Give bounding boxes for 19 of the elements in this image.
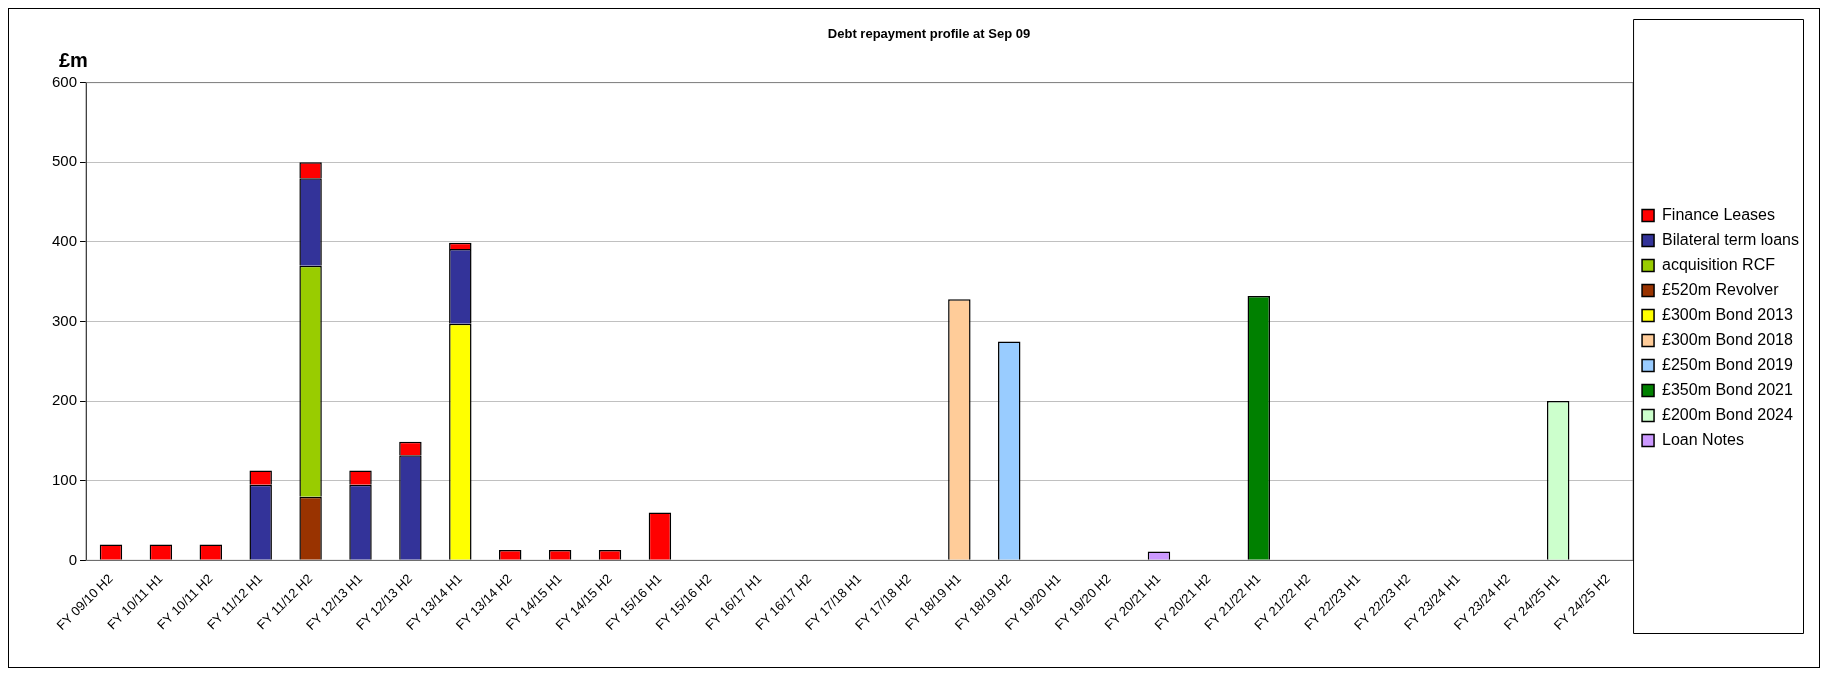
y-tick-label: 100 <box>52 470 78 488</box>
y-tick-label: 500 <box>52 152 78 170</box>
legend-label: Bilateral term loans <box>1662 230 1800 248</box>
legend-label: £250m Bond 2019 <box>1662 355 1793 373</box>
legend-label: Loan Notes <box>1662 430 1744 448</box>
y-tick-label: 600 <box>52 72 78 90</box>
legend-label: £300m Bond 2018 <box>1662 330 1793 348</box>
y-tick-label: 200 <box>52 391 78 409</box>
y-tick-label: 400 <box>52 231 78 249</box>
legend-label: £520m Revolver <box>1662 280 1780 298</box>
legend-label: acquisition RCF <box>1662 255 1776 273</box>
y-tick-label: 0 <box>68 550 78 568</box>
legend-label: £300m Bond 2013 <box>1662 305 1793 323</box>
legend-label: Finance Leases <box>1662 205 1776 223</box>
y-axis-title: £m <box>59 48 88 71</box>
legend-label: £200m Bond 2024 <box>1662 405 1793 423</box>
y-tick-label: 300 <box>52 311 78 329</box>
chart-title: Debt repayment profile at Sep 09 <box>827 26 1031 42</box>
legend-label: £350m Bond 2021 <box>1662 380 1793 398</box>
